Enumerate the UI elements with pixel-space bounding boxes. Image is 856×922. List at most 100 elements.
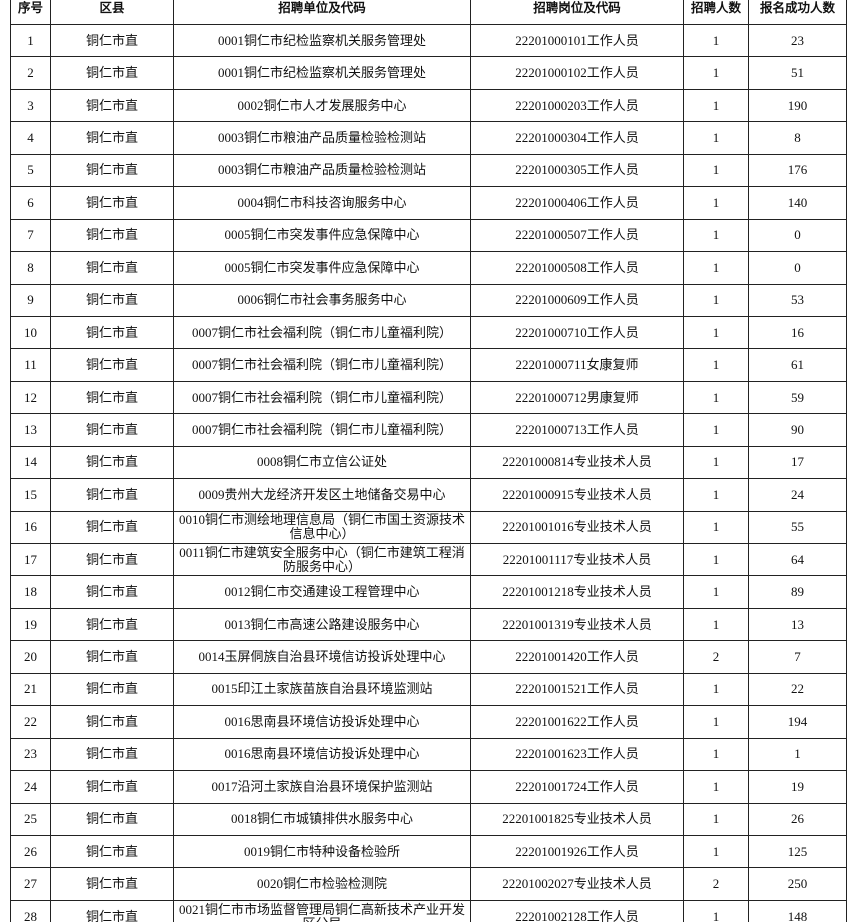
table-cell: 5: [10, 153, 51, 188]
table-cell: 22201000814专业技术人员: [470, 445, 684, 480]
table-row: 1 铜仁市直 0001铜仁市纪检监察机关服务管理处 22201000101工作人员 1 2…: [10, 23, 847, 58]
table-cell: 铜仁市直: [50, 802, 174, 836]
table-cell: 22201000101工作人员: [470, 23, 684, 58]
table-cell: 1: [683, 575, 749, 609]
table-cell: 1: [683, 607, 749, 642]
table-cell: 61: [748, 348, 847, 382]
table-cell: 0009贵州大龙经济开发区土地储备交易中心: [173, 478, 471, 512]
table-cell: 17: [10, 542, 51, 577]
table-cell: 0001铜仁市纪检监察机关服务管理处: [173, 56, 471, 90]
table-cell: 16: [10, 510, 51, 545]
table-cell: 0011铜仁市建筑安全服务中心（铜仁市建筑工程消防服务中心）: [173, 542, 471, 577]
table-cell: 1: [10, 23, 51, 58]
table-row: 10 铜仁市直 0007铜仁市社会福利院（铜仁市儿童福利院） 22201000710工…: [10, 315, 847, 350]
table-cell: 1: [683, 445, 749, 480]
table-row: 7 铜仁市直 0005铜仁市突发事件应急保障中心 22201000507工作人员 1 0: [10, 218, 847, 253]
table-cell: 0007铜仁市社会福利院（铜仁市儿童福利院）: [173, 315, 471, 350]
table-cell: 0017沿河土家族自治县环境保护监测站: [173, 770, 471, 804]
table-cell: 21: [10, 672, 51, 707]
table-cell: 1: [683, 88, 749, 123]
table-cell: 22201001016专业技术人员: [470, 510, 684, 545]
table-cell: 铜仁市直: [50, 737, 174, 772]
table-cell: 13: [10, 413, 51, 447]
table-cell: 1: [683, 672, 749, 707]
table-cell: 3: [10, 88, 51, 123]
table-cell: 22: [748, 672, 847, 707]
table-cell: 0018铜仁市城镇排供水服务中心: [173, 802, 471, 836]
table-cell: 22201000915专业技术人员: [470, 478, 684, 512]
table-row: 18 铜仁市直 0012铜仁市交通建设工程管理中心 22201001218专业技术人员…: [10, 575, 847, 609]
table-row: 12 铜仁市直 0007铜仁市社会福利院（铜仁市儿童福利院） 22201000712男…: [10, 380, 847, 415]
table-cell: 4: [10, 121, 51, 155]
table-cell: 0013铜仁市高速公路建设服务中心: [173, 607, 471, 642]
table-cell: 铜仁市直: [50, 445, 174, 480]
table-cell: 0014玉屏侗族自治县环境信访投诉处理中心: [173, 640, 471, 674]
table-cell: 铜仁市直: [50, 510, 174, 545]
table-cell: 1: [683, 542, 749, 577]
table-row: 24 铜仁市直 0017沿河土家族自治县环境保护监测站 22201001724工作人员…: [10, 770, 847, 804]
table-cell: 22201000305工作人员: [470, 153, 684, 188]
header-cell: 序号: [10, 0, 51, 25]
table-cell: 铜仁市直: [50, 672, 174, 707]
header-cell: 区县: [50, 0, 174, 25]
table-cell: 0016思南县环境信访投诉处理中心: [173, 737, 471, 772]
table-row: 9 铜仁市直 0006铜仁市社会事务服务中心 22201000609工作人员 1 53: [10, 283, 847, 317]
table-cell: 25: [10, 802, 51, 836]
table-cell: 铜仁市直: [50, 899, 174, 922]
table-row: 8 铜仁市直 0005铜仁市突发事件应急保障中心 22201000508工作人员 1 0: [10, 251, 847, 285]
table-cell: 12: [10, 380, 51, 415]
table-cell: 148: [748, 899, 847, 922]
table-cell: 铜仁市直: [50, 251, 174, 285]
table-cell: 1: [683, 705, 749, 739]
table-cell: 190: [748, 88, 847, 123]
table-cell: 1: [683, 348, 749, 382]
table-cell: 7: [748, 640, 847, 674]
header-cell: 招聘单位及代码: [173, 0, 471, 25]
table-cell: 0007铜仁市社会福利院（铜仁市儿童福利院）: [173, 413, 471, 447]
table-row: 20 铜仁市直 0014玉屏侗族自治县环境信访投诉处理中心 22201001420工作…: [10, 640, 847, 674]
table-cell: 铜仁市直: [50, 607, 174, 642]
table-cell: 26: [10, 834, 51, 869]
table-cell: 铜仁市直: [50, 348, 174, 382]
table-cell: 0012铜仁市交通建设工程管理中心: [173, 575, 471, 609]
table-cell: 17: [748, 445, 847, 480]
table-cell: 铜仁市直: [50, 705, 174, 739]
table-cell: 0003铜仁市粮油产品质量检验检测站: [173, 121, 471, 155]
table-row: 21 铜仁市直 0015印江土家族苗族自治县环境监测站 22201001521工作人员…: [10, 672, 847, 707]
table-cell: 1: [683, 770, 749, 804]
table-cell: 15: [10, 478, 51, 512]
table-cell: 14: [10, 445, 51, 480]
table-cell: 1: [683, 153, 749, 188]
table-cell: 1: [683, 121, 749, 155]
table-cell: 59: [748, 380, 847, 415]
table-cell: 22201002027专业技术人员: [470, 867, 684, 901]
table-cell: 铜仁市直: [50, 478, 174, 512]
table-cell: 1: [683, 218, 749, 253]
table-cell: 250: [748, 867, 847, 901]
registration-table: 序号 区县 招聘单位及代码 招聘岗位及代码 招聘人数 报名成功人数 1 铜仁市直 0001铜仁…: [10, 0, 847, 922]
table-row: 17 铜仁市直 0011铜仁市建筑安全服务中心（铜仁市建筑工程消防服务中心） 2220…: [10, 542, 847, 577]
table-cell: 铜仁市直: [50, 186, 174, 220]
header-cell: 报名成功人数: [748, 0, 847, 25]
table-cell: 1: [683, 56, 749, 90]
table-cell: 22201001825专业技术人员: [470, 802, 684, 836]
table-cell: 20: [10, 640, 51, 674]
table-cell: 铜仁市直: [50, 88, 174, 123]
table-cell: 1: [683, 834, 749, 869]
table-cell: 19: [10, 607, 51, 642]
table-cell: 22201001724工作人员: [470, 770, 684, 804]
table-cell: 0008铜仁市立信公证处: [173, 445, 471, 480]
table-row: 6 铜仁市直 0004铜仁市科技咨询服务中心 22201000406工作人员 1 140: [10, 186, 847, 220]
table-cell: 22: [10, 705, 51, 739]
table-row: 11 铜仁市直 0007铜仁市社会福利院（铜仁市儿童福利院） 22201000711女…: [10, 348, 847, 382]
table-cell: 1: [683, 186, 749, 220]
table-cell: 22201000102工作人员: [470, 56, 684, 90]
table-cell: 13: [748, 607, 847, 642]
table-cell: 53: [748, 283, 847, 317]
table-cell: 1: [683, 478, 749, 512]
table-cell: 1: [683, 899, 749, 922]
table-row: 26 铜仁市直 0019铜仁市特种设备检验所 22201001926工作人员 1 125: [10, 834, 847, 869]
table-row: 3 铜仁市直 0002铜仁市人才发展服务中心 22201000203工作人员 1 190: [10, 88, 847, 123]
table-row: 5 铜仁市直 0003铜仁市粮油产品质量检验检测站 22201000305工作人员 1 1…: [10, 153, 847, 188]
